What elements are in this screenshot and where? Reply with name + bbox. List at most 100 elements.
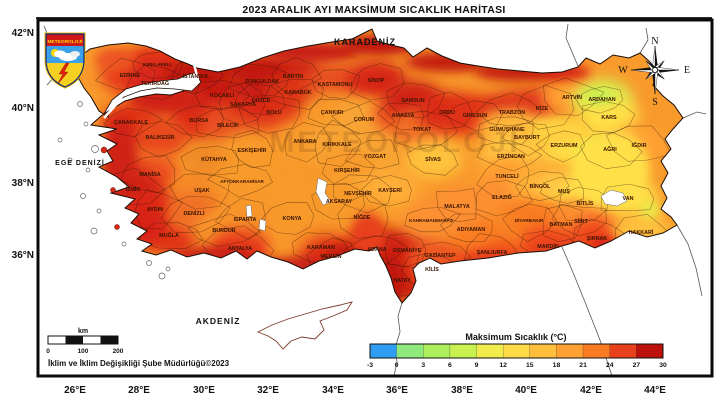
coastal-island	[114, 224, 120, 230]
meteoroloji-logo: METEOROLOJİ	[44, 32, 86, 89]
coastline	[75, 28, 684, 304]
map-frame	[36, 18, 714, 378]
province-border	[284, 122, 331, 163]
province-border	[214, 198, 266, 240]
lon-label: 30°E	[193, 385, 215, 396]
island	[158, 272, 166, 280]
lake-beysehir	[258, 218, 267, 232]
province-label: SİİRT	[574, 218, 588, 225]
island	[96, 208, 102, 214]
lat-label: 38°N	[12, 178, 34, 189]
temperature-legend: Maksimum Sıcaklık (°C) -3 0 3 6 9 12 15 18 21 24 2…	[367, 332, 667, 369]
province-border	[231, 129, 273, 169]
province-label: KARAMAN	[307, 245, 335, 251]
scale-bar-outline	[47, 335, 119, 345]
province-label: TOKAT	[413, 127, 432, 133]
province-label: SİVAS	[425, 156, 441, 163]
province-label: KARS	[601, 115, 617, 121]
province-border	[475, 180, 533, 217]
georgia-border	[565, 23, 579, 67]
bosphorus-strait	[192, 63, 200, 81]
province-label: BALIKESİR	[145, 134, 174, 141]
legend-swatch	[609, 343, 637, 359]
province-border	[384, 233, 427, 268]
province-label: HAKKARİ	[629, 229, 654, 236]
province-label: BATMAN	[550, 222, 573, 228]
province-border	[337, 193, 389, 239]
province-border	[476, 140, 543, 172]
province-border	[165, 105, 225, 138]
province-border	[551, 204, 607, 237]
province-label: MUŞ	[558, 189, 570, 195]
lake-van	[600, 189, 628, 207]
coastal-island	[100, 146, 108, 154]
province-label: KÜTAHYA	[201, 156, 227, 163]
province-label: ZONGULDAK	[245, 79, 280, 85]
province-label: RİZE	[536, 105, 549, 112]
province-label: BİNGÖL	[530, 183, 552, 190]
aegean-islands	[57, 101, 171, 280]
province-label: BURDUR	[212, 228, 235, 234]
legend-title: Maksimum Sıcaklık (°C)	[465, 332, 566, 342]
province-label: KIRKLARELİ	[143, 61, 171, 67]
province-label: ŞANLIURFA	[477, 250, 508, 256]
coastline-stroke	[75, 28, 684, 304]
province-label: AFYONKARAHİSAR	[220, 178, 264, 184]
province-border	[344, 139, 400, 169]
meteoroloji-watermark: METEOROLOJİ	[269, 126, 520, 159]
province-label: TRABZON	[499, 110, 525, 116]
province-label: IĞDIR	[632, 141, 647, 149]
legend-tick: 0	[395, 362, 399, 369]
legend-tick: 21	[579, 362, 587, 369]
province-label: SAMSUN	[401, 98, 424, 104]
province-label: GİRESUN	[463, 112, 488, 119]
province-border	[477, 116, 534, 145]
province-label: KIRŞEHİR	[334, 167, 360, 174]
province-label: BAYBURT	[514, 135, 541, 141]
province-label: ÇANKIRI	[321, 110, 344, 116]
province-label: AYDIN	[147, 207, 163, 213]
legend-swatch	[476, 343, 504, 359]
temp-blob	[130, 117, 190, 157]
province-label: MARDİN	[537, 243, 559, 250]
province-label: KONYA	[283, 216, 302, 222]
legend-swatch	[396, 343, 424, 359]
province-label: ÇANAKKALE	[114, 120, 149, 126]
province-border	[385, 82, 446, 119]
province-border	[314, 119, 362, 167]
sea-lake-overlays	[103, 63, 628, 232]
legend-tick: -3	[367, 362, 373, 369]
legend-tick: 15	[526, 362, 534, 369]
province-border	[540, 177, 585, 204]
province-label: GAZİANTEP	[424, 252, 456, 259]
lon-label: 34°E	[322, 385, 344, 396]
scale-tick: 200	[113, 348, 124, 355]
province-border	[311, 183, 365, 220]
province-label: ŞIRNAK	[587, 236, 608, 242]
province-border	[406, 144, 459, 176]
temp-blob	[570, 135, 650, 205]
legend-swatch	[369, 343, 397, 359]
province-label: BURSA	[189, 118, 208, 124]
province-label: KAHRAMANMARAŞ	[409, 218, 453, 223]
armenia-border	[639, 27, 649, 54]
province-label: DİYARBAKIR	[515, 217, 544, 223]
province-label: AKSARAY	[326, 199, 353, 205]
province-label: VAN	[623, 196, 634, 202]
province-border	[228, 63, 291, 97]
province-border	[120, 154, 176, 194]
compass-n: N	[651, 36, 658, 47]
legend-outline	[369, 343, 664, 359]
compass-e: E	[684, 65, 690, 76]
lon-label: 38°E	[451, 385, 473, 396]
province-label: ERZİNCAN	[497, 153, 525, 160]
province-label: ERZURUM	[551, 143, 578, 149]
province-border	[195, 106, 260, 138]
scale-tick: 100	[78, 348, 89, 355]
province-label: KİLİS	[425, 266, 439, 273]
province-border	[394, 110, 459, 150]
page-title: 2023 ARALIK AYI MAKSİMUM SICAKLIK HARİTA…	[242, 3, 505, 16]
province-border	[206, 164, 273, 198]
compass-rose-icon: N S E W	[618, 36, 690, 108]
